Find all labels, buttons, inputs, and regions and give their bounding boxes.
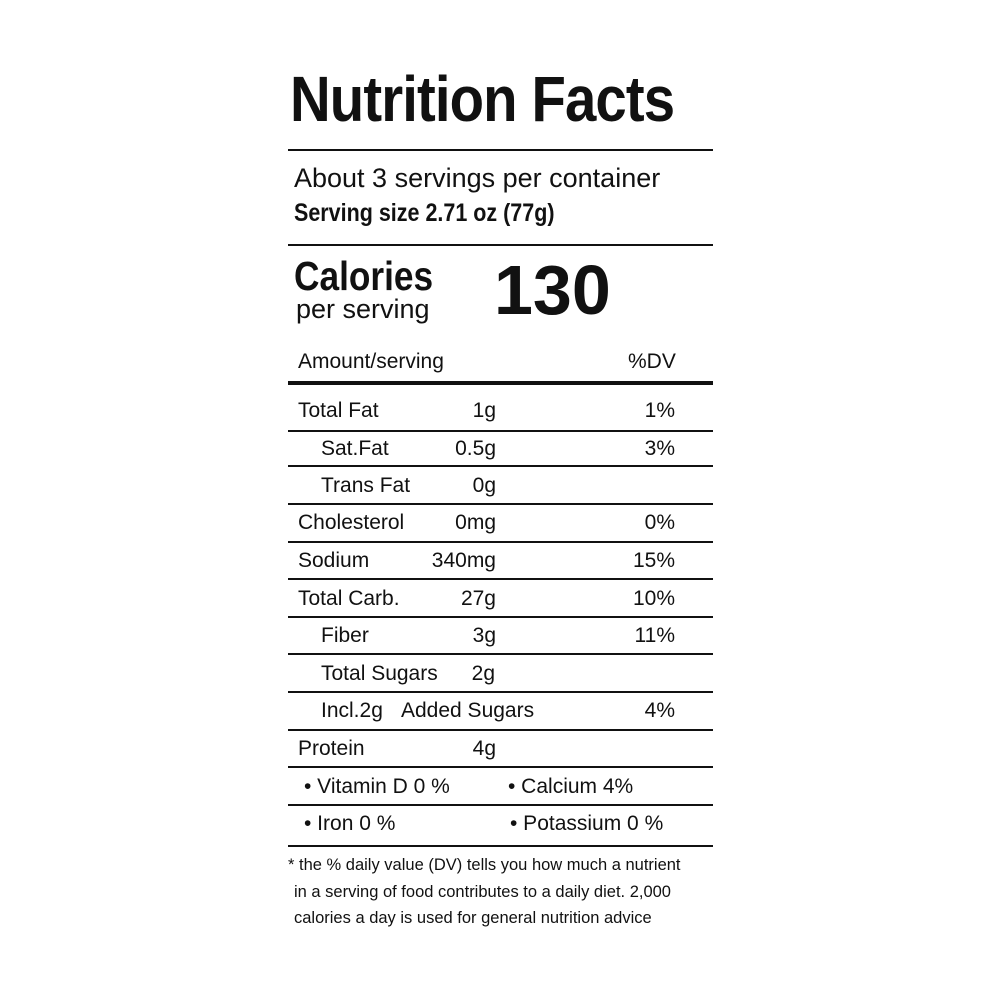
footnote-line: in a serving of food contributes to a da… (294, 882, 671, 901)
servings-per-container: About 3 servings per container (294, 163, 661, 193)
divider (288, 430, 713, 432)
iron: • Iron 0 % (304, 812, 396, 835)
divider (288, 653, 713, 655)
nutrient-name: Total Carb. (298, 587, 400, 610)
nutrient-amount: 1g (472, 399, 496, 422)
calories-sublabel: per serving (296, 294, 430, 324)
serving-size: Serving size 2.71 oz (77g) (294, 199, 555, 227)
vitamin-row: • Iron 0 % • Potassium 0 % (288, 806, 713, 842)
nutrient-row-sat-fat: Sat.Fat 0.5g 3% (288, 431, 713, 467)
nutrient-amount: 3g (472, 624, 496, 647)
divider (288, 244, 713, 246)
nutrient-name: Cholesterol (298, 511, 405, 534)
nutrient-amount: 27g (460, 587, 496, 610)
footnote-line: * the % daily value (DV) tells you how m… (288, 856, 681, 874)
nutrient-dv: 3% (644, 437, 675, 460)
nutrient-dv: 1% (644, 399, 675, 422)
nutrient-dv: 0% (644, 511, 675, 534)
nutrient-name: Total Fat (298, 399, 379, 422)
nutrient-name: Trans Fat (321, 474, 411, 497)
calcium: • Calcium 4% (508, 775, 634, 798)
divider (288, 465, 713, 467)
nutrient-row-protein: Protein 4g (288, 731, 713, 767)
nutrient-row-total-fat: Total Fat 1g 1% (288, 393, 713, 429)
nutrient-row-trans-fat: Trans Fat 0g (288, 468, 713, 504)
nutrient-dv: 11% (634, 624, 675, 647)
calories-label: Calories (294, 253, 434, 299)
calories-value: 130 (494, 251, 611, 329)
nutrient-row-cholesterol: Cholesterol 0mg 0% (288, 505, 713, 541)
nutrient-dv: 15% (632, 549, 675, 572)
divider (288, 616, 713, 618)
nutrient-name: Sodium (298, 549, 370, 572)
potassium: • Potassium 0 % (510, 812, 664, 835)
divider (288, 845, 713, 847)
nutrient-row-sodium: Sodium 340mg 15% (288, 543, 713, 579)
header-divider (288, 381, 713, 385)
nutrient-dv: 10% (632, 587, 675, 610)
nutrient-dv: 4% (644, 699, 675, 722)
footnote-line: calories a day is used for general nutri… (294, 909, 652, 927)
nutrient-amount: 4g (472, 737, 496, 760)
divider (288, 804, 713, 806)
nutrient-name: Fiber (321, 624, 369, 647)
nutrient-row-total-carb: Total Carb. 27g 10% (288, 581, 713, 617)
nutrient-amount: 2g (471, 662, 495, 685)
nutrient-name: Added Sugars (401, 699, 535, 722)
divider (288, 766, 713, 768)
nutrient-amount: 0.5g (455, 437, 496, 460)
divider (288, 729, 713, 731)
nutrient-name: Protein (298, 737, 365, 760)
divider (288, 578, 713, 580)
dv-header: %DV (628, 350, 676, 373)
label-title: Nutrition Facts (290, 63, 675, 135)
nutrient-amount: 0g (472, 474, 496, 497)
nutrient-row-fiber: Fiber 3g 11% (288, 618, 713, 654)
nutrient-row-added-sugars: Incl.2g Added Sugars 4% (288, 693, 713, 729)
vitamin-row: • Vitamin D 0 % • Calcium 4% (288, 769, 713, 805)
daily-value-footnote: * the % daily value (DV) tells you how m… (288, 852, 728, 932)
vitamin-d: • Vitamin D 0 % (304, 775, 450, 798)
nutrient-row-total-sugars: Total Sugars 2g (288, 656, 713, 692)
nutrient-amount: 340mg (431, 549, 496, 572)
divider (288, 541, 713, 543)
amount-header: Amount/serving (298, 350, 444, 373)
nutrient-name: Total Sugars (321, 662, 438, 685)
divider (288, 149, 713, 151)
nutrient-amount: 0mg (455, 511, 496, 534)
nutrient-name: Sat.Fat (321, 437, 389, 460)
divider (288, 503, 713, 505)
divider (288, 691, 713, 693)
nutrient-amount: Incl.2g (321, 699, 383, 722)
